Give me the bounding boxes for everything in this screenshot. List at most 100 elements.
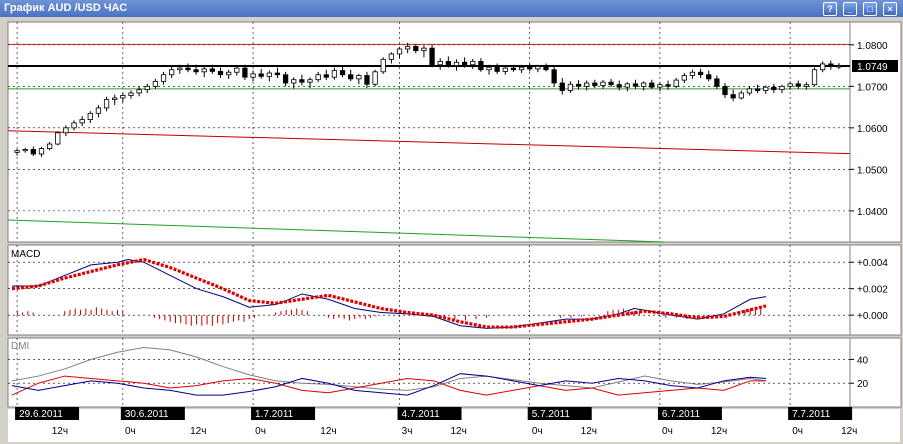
candle-body[interactable] [55, 132, 61, 145]
candle-body[interactable] [665, 84, 671, 87]
candle-body[interactable] [209, 68, 216, 72]
candle-body[interactable] [649, 82, 655, 88]
candle-body[interactable] [811, 69, 818, 86]
candle-body[interactable] [79, 119, 85, 124]
candle-body[interactable] [258, 73, 264, 77]
candle-body[interactable] [470, 61, 476, 66]
candle-body[interactable] [461, 61, 468, 66]
candle-body[interactable] [787, 83, 793, 87]
candle-body[interactable] [169, 69, 175, 76]
candle-body[interactable] [307, 79, 313, 83]
candle-body[interactable] [331, 70, 338, 78]
candle-body[interactable] [144, 85, 150, 91]
candle-body[interactable] [689, 71, 696, 76]
candle-body[interactable] [38, 148, 45, 155]
candle-body[interactable] [429, 47, 435, 66]
candle-body[interactable] [828, 63, 834, 67]
candle-body[interactable] [795, 83, 801, 87]
candle-body[interactable] [291, 79, 297, 84]
candle-body[interactable] [193, 69, 199, 73]
candle-body[interactable] [282, 74, 289, 84]
candle-body[interactable] [657, 84, 663, 88]
candle-body[interactable] [356, 75, 362, 80]
candle-body[interactable] [584, 82, 590, 87]
candle-body[interactable] [185, 67, 191, 71]
candle-body[interactable] [640, 82, 647, 87]
candle-body[interactable] [535, 66, 541, 70]
title-bar[interactable]: График AUD /USD ЧАС ? _ □ × [0, 0, 903, 17]
candle-body[interactable] [803, 84, 810, 87]
price-panel[interactable] [7, 21, 851, 243]
candle-body[interactable] [632, 83, 639, 87]
candle-body[interactable] [348, 74, 354, 80]
candle-body[interactable] [714, 78, 720, 87]
dmi-panel[interactable] [7, 337, 851, 408]
candle-body[interactable] [592, 82, 598, 86]
candle-body[interactable] [388, 53, 395, 60]
candle-body[interactable] [160, 74, 167, 82]
candle-body[interactable] [217, 70, 224, 76]
candle-body[interactable] [136, 89, 142, 94]
candle-body[interactable] [510, 67, 517, 71]
candle-body[interactable] [299, 79, 305, 83]
candle-body[interactable] [445, 61, 451, 66]
candle-body[interactable] [421, 47, 427, 52]
candle-body[interactable] [567, 83, 574, 91]
candle-body[interactable] [746, 88, 753, 94]
candle-body[interactable] [575, 83, 582, 87]
candle-body[interactable] [697, 71, 704, 76]
candle-body[interactable] [87, 112, 93, 120]
candle-body[interactable] [22, 149, 28, 152]
candle-body[interactable] [364, 75, 370, 85]
candle-body[interactable] [201, 68, 207, 73]
candle-body[interactable] [413, 46, 419, 52]
candle-body[interactable] [551, 69, 557, 84]
minimize-button[interactable]: _ [843, 2, 857, 16]
candle-body[interactable] [543, 66, 549, 71]
chart-area[interactable]: 1.0800 1.0700 1.0600 1.0500 1.0400 1.0749 +0.0… [0, 17, 903, 444]
candle-body[interactable] [779, 85, 785, 91]
candle-body[interactable] [71, 122, 77, 129]
candle-body[interactable] [103, 99, 110, 109]
candle-body[interactable] [771, 86, 777, 91]
candle-body[interactable] [14, 150, 20, 153]
candle-body[interactable] [559, 82, 565, 91]
candle-body[interactable] [112, 97, 118, 101]
candle-body[interactable] [339, 70, 346, 76]
candle-body[interactable] [518, 66, 525, 71]
candle-body[interactable] [478, 61, 484, 71]
candle-body[interactable] [820, 63, 826, 71]
candle-body[interactable] [234, 67, 240, 73]
dmi-plus-di-line[interactable] [11, 373, 767, 396]
candle-body[interactable] [706, 74, 712, 80]
candle-body[interactable] [63, 127, 69, 134]
candle-body[interactable] [681, 75, 687, 81]
candle-body[interactable] [152, 80, 159, 87]
candle-body[interactable] [673, 79, 679, 87]
candle-body[interactable] [396, 48, 403, 55]
candle-body[interactable] [738, 92, 744, 99]
candle-body[interactable] [225, 71, 232, 76]
candle-body[interactable] [722, 85, 728, 96]
macd-signal-line[interactable] [11, 257, 767, 329]
candle-body[interactable] [120, 95, 126, 99]
candle-body[interactable] [250, 73, 256, 78]
candle-body[interactable] [437, 61, 443, 66]
candle-body[interactable] [754, 88, 761, 91]
close-button[interactable]: × [883, 2, 897, 16]
candle-body[interactable] [494, 66, 500, 72]
candle-body[interactable] [763, 86, 769, 91]
trend-line[interactable] [7, 219, 665, 243]
candle-body[interactable] [600, 81, 606, 86]
candle-body[interactable] [266, 72, 272, 77]
candle-body[interactable] [315, 74, 321, 81]
candle-body[interactable] [242, 67, 248, 78]
candle-body[interactable] [608, 81, 614, 86]
candle-body[interactable] [453, 61, 460, 66]
candle-body[interactable] [730, 94, 736, 99]
candle-body[interactable] [128, 92, 134, 96]
candle-body[interactable] [486, 66, 492, 71]
candle-body[interactable] [624, 83, 631, 88]
candle-body[interactable] [502, 67, 508, 72]
help-button[interactable]: ? [823, 2, 837, 16]
